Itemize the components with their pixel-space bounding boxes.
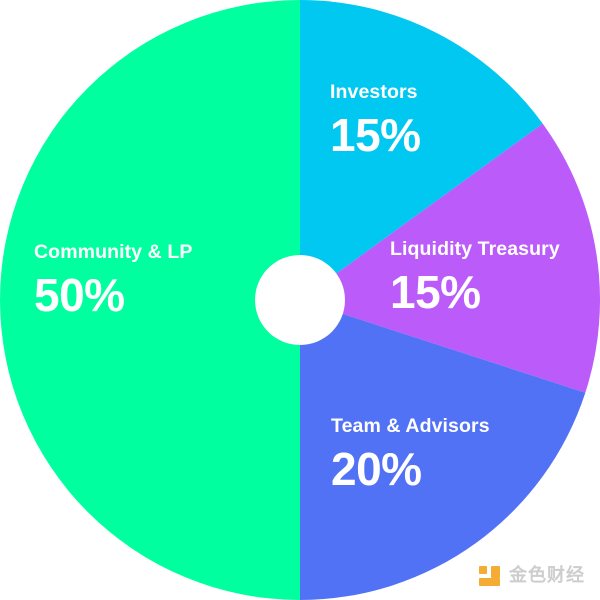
pie-label-liquidity-treasury: Liquidity Treasury 15%: [390, 238, 560, 318]
pie-label-liquidity-treasury-value: 15%: [390, 265, 481, 318]
pie-label-community-lp-value: 50%: [34, 268, 125, 321]
donut-center-hole: [255, 255, 345, 345]
pie-label-investors-name: Investors: [330, 81, 418, 103]
pie-label-investors-value: 15%: [330, 108, 421, 161]
pie-label-liquidity-treasury-name: Liquidity Treasury: [390, 238, 560, 260]
pie-label-investors: Investors 15%: [330, 81, 421, 161]
pie-slice-team-advisors[interactable]: [300, 300, 586, 600]
pie-slice-liquidity-treasury[interactable]: [300, 123, 600, 393]
pie-slice-community-lp[interactable]: [0, 0, 300, 600]
watermark: 金色财经: [478, 560, 590, 592]
pie-label-team-advisors-name: Team & Advisors: [331, 415, 490, 437]
pie-label-team-advisors-value: 20%: [331, 442, 422, 495]
pie-label-community-lp-name: Community & LP: [34, 241, 193, 263]
pie-slice-investors[interactable]: [300, 0, 543, 300]
watermark-text: 金色财经: [509, 565, 585, 586]
pie-label-community-lp: Community & LP 50%: [34, 241, 193, 321]
jinse-logo-svg: [479, 566, 500, 586]
jinse-logo-icon: [478, 564, 502, 588]
pie-label-team-advisors: Team & Advisors 20%: [331, 415, 490, 495]
